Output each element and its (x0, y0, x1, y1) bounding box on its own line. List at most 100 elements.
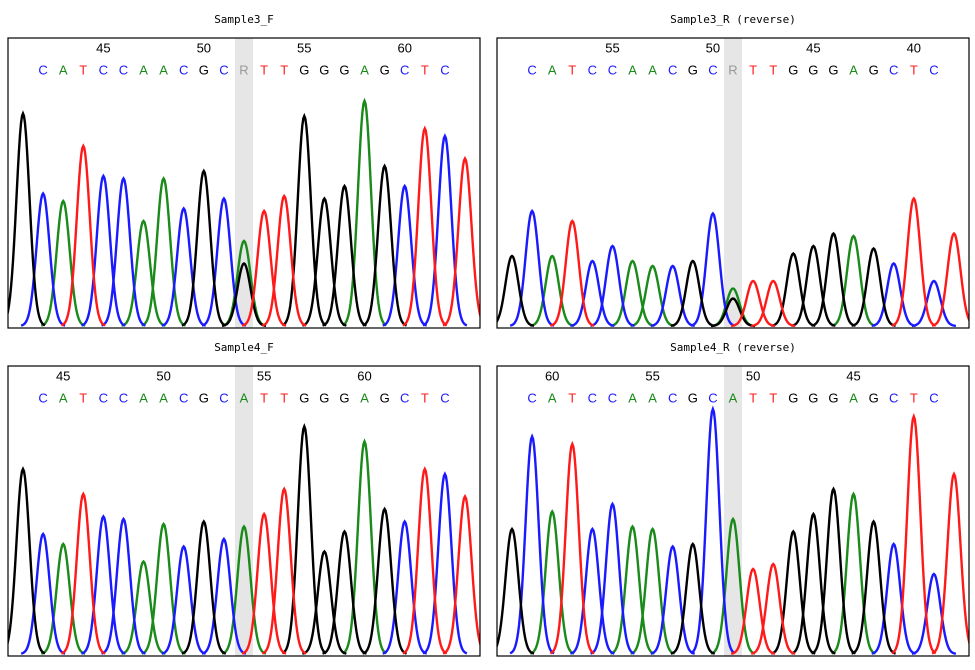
peak (281, 112, 327, 327)
base-call: C (708, 390, 717, 405)
panel: Sample4_R (reverse)60 55 50 45C A T C C A A C G C A T T… (496, 341, 970, 657)
peak (261, 193, 307, 327)
base-call: C (219, 390, 228, 405)
base-call: C (440, 62, 449, 77)
base-call: G (319, 390, 329, 405)
base-call: A (159, 390, 168, 405)
base-call: C (440, 390, 449, 405)
panel-title: Sample4_R (reverse) (670, 341, 796, 354)
base-call: C (668, 62, 677, 77)
peak (161, 544, 207, 655)
peak (770, 529, 816, 655)
peak (81, 173, 126, 327)
base-call: T (910, 390, 918, 405)
base-call: A (729, 390, 738, 405)
position-label: 45 (846, 368, 860, 383)
base-call: A (59, 390, 68, 405)
peak (730, 279, 776, 328)
base-call: C (889, 390, 898, 405)
peak (60, 143, 106, 327)
traces (8, 423, 480, 655)
base-call: C (400, 62, 409, 77)
base-call: C (608, 62, 617, 77)
base-call: C (527, 62, 536, 77)
panel-border (496, 37, 970, 329)
base-call: G (808, 390, 818, 405)
peak (549, 440, 595, 655)
traces (497, 405, 969, 655)
base-call: C (219, 62, 228, 77)
base-call: G (688, 390, 698, 405)
position-label: 50 (706, 40, 720, 55)
base-call: G (199, 390, 209, 405)
peak (811, 486, 856, 655)
base-call: C (929, 390, 938, 405)
peak (261, 486, 307, 655)
panel-title: Sample3_F (214, 13, 274, 26)
peak (402, 466, 448, 655)
panel: Sample3_F45 50 55 60C A T C C A A C G C R T T G G G A G C T C (7, 13, 481, 329)
base-call: G (788, 62, 798, 77)
peak (362, 163, 408, 327)
base-call: T (910, 62, 918, 77)
peak (650, 544, 696, 655)
base-call: C (119, 390, 128, 405)
base-call: C (708, 62, 717, 77)
base-call: A (648, 390, 657, 405)
peak (670, 542, 716, 655)
base-call: T (79, 390, 87, 405)
peak (871, 262, 916, 327)
peak (690, 405, 736, 655)
peak (241, 208, 287, 327)
position-label: 45 (96, 40, 110, 55)
base-call: G (319, 62, 329, 77)
peak (341, 97, 388, 327)
position-label: 55 (257, 368, 271, 383)
peak (750, 562, 796, 655)
base-call: A (360, 62, 369, 77)
base-call: T (769, 390, 777, 405)
peak (570, 259, 615, 327)
peak (509, 433, 555, 655)
peak (302, 549, 347, 655)
peak (382, 183, 428, 327)
base-call: C (929, 62, 938, 77)
peak (281, 423, 327, 655)
peak (101, 176, 146, 327)
position-label: 45 (56, 368, 70, 383)
peak (60, 491, 106, 655)
base-call: C (179, 390, 188, 405)
peak (610, 524, 655, 655)
peak (20, 531, 66, 655)
peak (811, 231, 856, 327)
peak (181, 519, 227, 655)
peak (161, 206, 206, 327)
peak (402, 125, 448, 327)
base-call: T (280, 390, 288, 405)
base-call: A (548, 390, 557, 405)
base-call: G (299, 62, 309, 77)
peak (751, 279, 796, 328)
peak (791, 511, 836, 655)
peak (911, 279, 957, 328)
base-call: A (139, 62, 148, 77)
peak (101, 516, 146, 655)
base-call: T (749, 390, 757, 405)
position-label: 45 (806, 40, 820, 55)
peak (81, 514, 126, 655)
base-call: G (828, 390, 838, 405)
position-label: 50 (197, 40, 211, 55)
base-call: C (608, 390, 617, 405)
peak (302, 196, 347, 327)
peak (891, 412, 937, 655)
base-call: C (99, 62, 108, 77)
peak (201, 196, 247, 327)
peak (322, 183, 367, 327)
peak (791, 244, 836, 327)
base-call: G (380, 62, 390, 77)
base-call: R (728, 62, 737, 77)
peak (241, 511, 287, 655)
base-call: T (749, 62, 757, 77)
base-call: A (548, 62, 557, 77)
